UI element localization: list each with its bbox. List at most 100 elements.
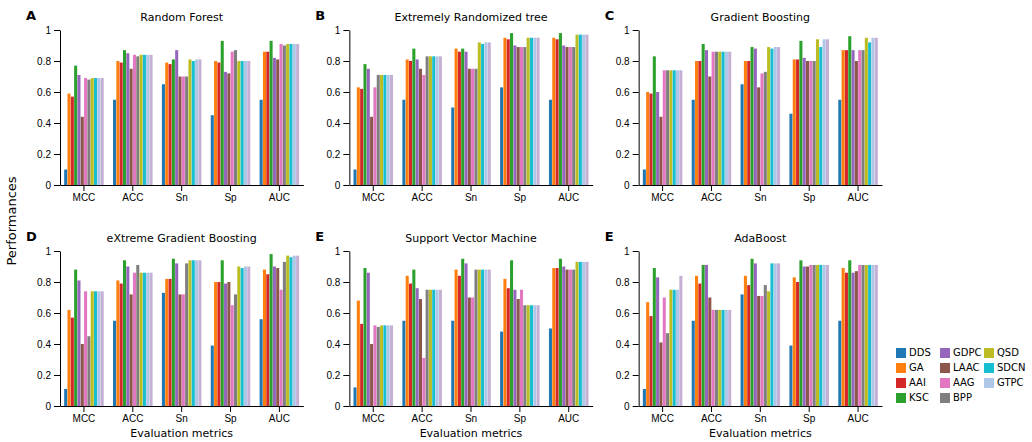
tick-mark	[343, 344, 349, 345]
tick-label: Sn	[176, 192, 188, 203]
bar	[162, 84, 165, 185]
bar	[97, 291, 100, 406]
tick: MCC	[651, 406, 674, 424]
bar	[214, 282, 217, 406]
legend-swatch	[896, 378, 906, 388]
bar	[162, 293, 165, 406]
bar	[260, 319, 263, 406]
tick-label: ACC	[701, 192, 722, 203]
bar	[150, 273, 153, 406]
bar	[702, 44, 705, 185]
tick-label: AUC	[847, 192, 868, 203]
bar	[464, 52, 467, 185]
tick: 1	[624, 246, 639, 257]
panel: 00.20.40.60.81MCCACCSnSpAUCSupport Vecto…	[315, 229, 593, 440]
panel: 00.20.40.60.81MCCACCSnSpAUCGradient Boos…	[605, 8, 883, 203]
bar	[507, 288, 510, 406]
chart-title: Support Vector Machine	[405, 232, 537, 245]
bar	[150, 55, 153, 185]
tick: 0.4	[37, 118, 60, 129]
bar	[94, 78, 97, 185]
legend-label: AAI	[909, 377, 926, 388]
figure: Performances00.20.40.60.81MCCACCSnSpAUCR…	[0, 0, 1032, 442]
bar	[402, 321, 405, 406]
axis-line	[60, 252, 61, 407]
tick-mark	[54, 92, 60, 93]
tick: 1	[335, 246, 350, 257]
tick-mark	[83, 185, 84, 191]
bar	[774, 263, 777, 406]
bar	[705, 50, 708, 185]
bar	[377, 327, 380, 406]
tick: 0	[45, 401, 60, 412]
legend-item: AAI	[896, 377, 926, 388]
bar	[237, 61, 240, 185]
legend-swatch	[940, 393, 950, 403]
bar	[527, 38, 530, 185]
bar	[728, 52, 731, 185]
tick: MCC	[651, 185, 674, 203]
tick-label: AUC	[558, 413, 579, 424]
bar	[436, 56, 439, 185]
bar	[875, 38, 878, 185]
tick-mark	[711, 406, 712, 412]
tick-mark	[633, 375, 639, 376]
tick-mark	[132, 406, 133, 412]
bar	[575, 35, 578, 185]
bar	[175, 263, 178, 406]
tick-mark	[132, 185, 133, 191]
bar	[649, 316, 652, 406]
bar	[280, 290, 283, 406]
tick: ACC	[412, 406, 433, 424]
tick-label: 0.4	[616, 118, 630, 129]
bar	[195, 260, 198, 406]
bar	[695, 276, 698, 406]
bar	[764, 285, 767, 406]
bar	[263, 270, 266, 406]
bar	[659, 117, 662, 185]
tick-label: 0.2	[37, 370, 51, 381]
bar	[813, 265, 816, 406]
bar	[500, 332, 503, 406]
series	[101, 44, 299, 185]
bar	[192, 260, 195, 406]
bar	[646, 302, 649, 406]
legend-swatch	[984, 363, 994, 373]
bar	[816, 39, 819, 185]
series	[373, 47, 571, 185]
bar	[698, 61, 701, 185]
bar	[270, 41, 273, 185]
tick: 0.6	[616, 87, 639, 98]
bar	[357, 87, 360, 185]
tick-label: 0	[45, 401, 51, 412]
bar	[234, 294, 237, 406]
tick-label: 0.6	[37, 87, 51, 98]
bar	[572, 270, 575, 406]
bar	[451, 321, 454, 406]
tick-label: 0.2	[616, 149, 630, 160]
panel: 00.20.40.60.81MCCACCSnSpAUCAdaBoostEEval…	[605, 229, 883, 440]
bar	[566, 47, 569, 185]
bar	[140, 55, 143, 185]
legend-swatch	[940, 363, 950, 373]
series	[676, 263, 874, 406]
legend-label: DDS	[909, 347, 931, 358]
tick: AUC	[269, 406, 290, 424]
bar	[770, 49, 773, 185]
bar	[227, 73, 230, 185]
bar	[718, 52, 721, 185]
tick-mark	[54, 344, 60, 345]
legend-swatch	[896, 363, 906, 373]
bar	[113, 321, 116, 406]
series	[91, 256, 289, 406]
bar	[692, 100, 695, 185]
tick-label: Sp	[803, 192, 816, 203]
tick-mark	[568, 185, 569, 191]
bars	[354, 33, 589, 185]
legend-item: GTPC	[984, 377, 1024, 388]
bar	[97, 78, 100, 185]
bar	[101, 78, 104, 185]
tick: MCC	[362, 185, 385, 203]
tick-mark	[633, 154, 639, 155]
legend-item: GA	[896, 362, 924, 373]
